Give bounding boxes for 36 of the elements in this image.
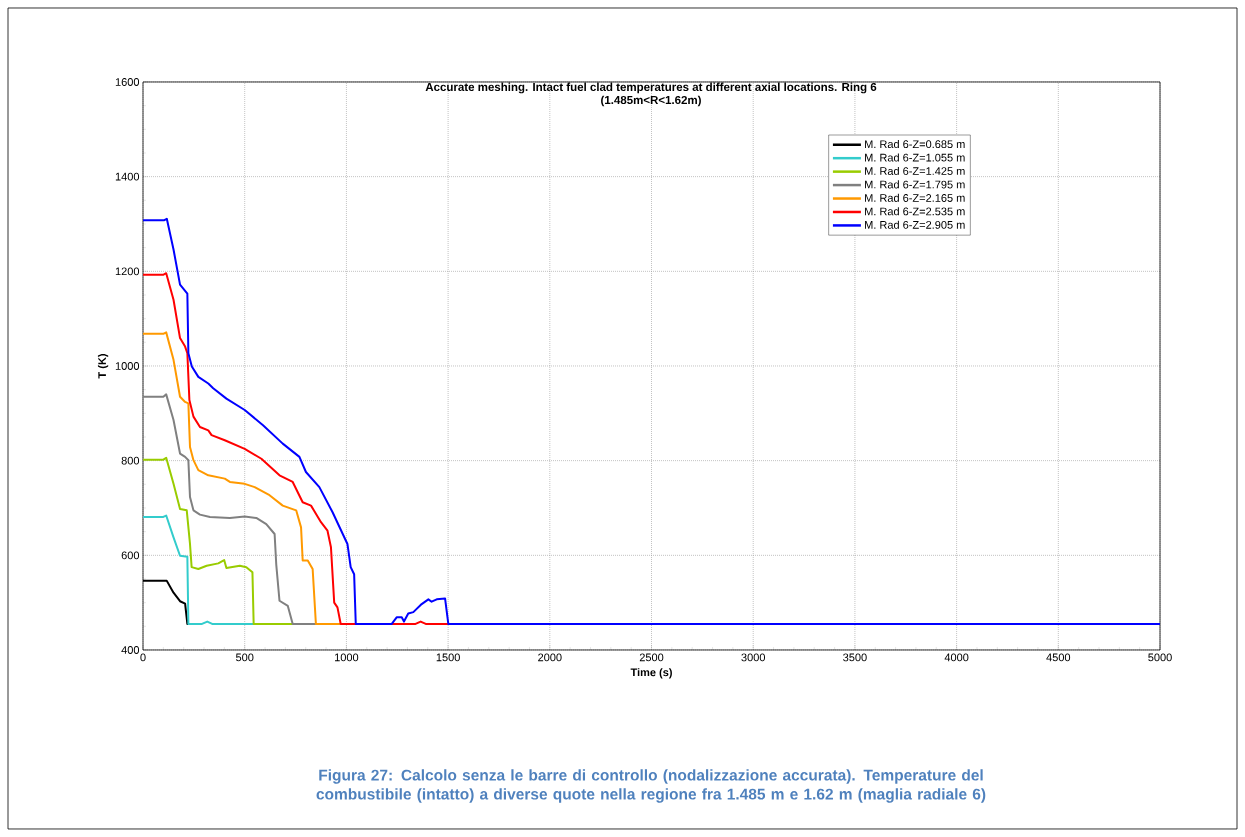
legend-label: M. Rad 6-Z=2.165 m (865, 193, 965, 202)
line-series (143, 217, 1161, 625)
text: (1.485m<R<1.62m) (601, 95, 701, 107)
x-tick-label: 2500 (639, 653, 664, 662)
legend-label: M. Rad 6-Z=2.535 m (865, 207, 965, 216)
y-tick-label: 400 (121, 646, 140, 654)
line-series (143, 331, 342, 625)
x-tick-label: 2000 (538, 653, 562, 662)
y-tick-label: 1400 (115, 172, 140, 181)
x-tick-label: 5000 (1148, 653, 1172, 662)
legend-label: M. Rad 6-Z=1.055 m (865, 153, 965, 162)
x-tick-label: 4000 (944, 653, 969, 662)
y-axis-title: T (K) (97, 354, 109, 379)
legend-label: M. Rad 6-Z=1.425 m (865, 166, 965, 175)
x-tick-label: 0 (140, 653, 146, 662)
legend-label: M. Rad 6-Z=2.905 m (865, 220, 965, 229)
x-tick-label: 1500 (436, 653, 460, 662)
y-tick-label: 1200 (115, 267, 140, 276)
text: Figura 27: Calcolo senza le barre di controllo (nodalizzazione accurata). Temperature del combustibile (intatto) a diverse quote nella regione fra 1.485 m e 1.62 m (maglia radiale 6) (316, 769, 986, 803)
line-series (143, 393, 317, 625)
y-tick-label: 1600 (115, 78, 140, 86)
line-series (143, 514, 255, 625)
legend-label: M. Rad 6-Z=1.795 m (865, 180, 965, 189)
x-tick-label: 3500 (843, 653, 867, 662)
x-tick-label: 500 (235, 653, 254, 662)
y-tick-label: 600 (121, 551, 140, 560)
legend-label: M. Rad 6-Z=0.685 m (865, 140, 965, 149)
chart-title: Accurate meshing. Intact fuel clad temperatures at different axial locations. Ring 6 (425, 82, 877, 94)
line-series (143, 272, 450, 625)
line-series (143, 456, 294, 625)
x-tick-label: 1000 (335, 653, 359, 662)
x-axis-title: Time (s) (630, 668, 672, 679)
y-tick-label: 1000 (115, 362, 140, 370)
y-tick-label: 800 (121, 456, 140, 465)
x-tick-label: 3000 (741, 653, 766, 662)
x-tick-label: 4500 (1046, 653, 1071, 662)
